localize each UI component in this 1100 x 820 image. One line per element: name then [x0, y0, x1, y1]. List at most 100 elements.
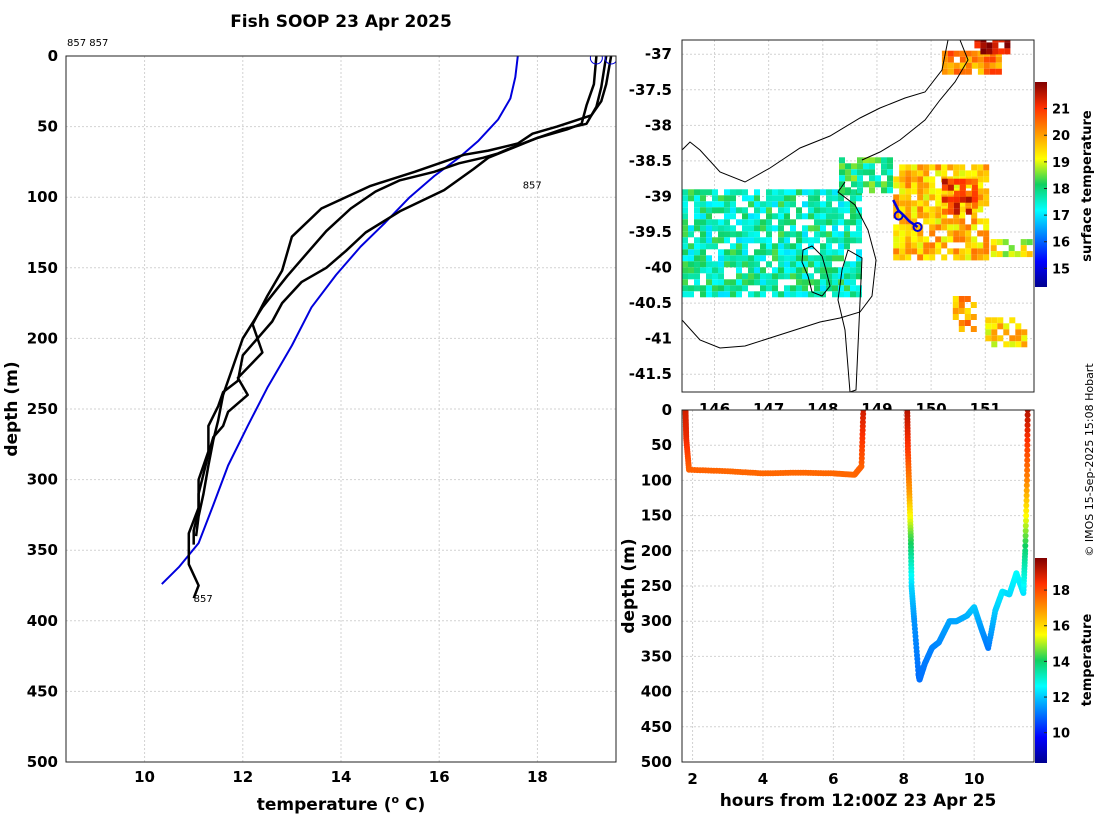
section-point: [1023, 492, 1030, 499]
map-sst-cell: [772, 213, 778, 220]
section-point: [1024, 417, 1031, 424]
map-sst-cell: [881, 163, 887, 170]
map-sst-cell: [923, 248, 930, 255]
section-point: [1022, 537, 1029, 544]
map-sst-cell: [682, 273, 688, 280]
map-sst-cell: [808, 291, 814, 298]
map-sst-cell: [772, 249, 778, 256]
map-sst-cell: [760, 267, 766, 274]
map-sst-cell: [965, 182, 972, 189]
map-sst-cell: [790, 267, 796, 274]
map-sst-cell: [730, 189, 736, 196]
section-colorbar-tick-label: 10: [1052, 727, 1070, 742]
section-colorbar-tick-label: 18: [1052, 584, 1070, 599]
map-sst-cell: [998, 48, 1005, 55]
map-sst-cell: [748, 255, 754, 262]
map-sst-cell: [712, 273, 718, 280]
section-colorbar-ticks: 10 12 14 16 18: [1044, 584, 1070, 742]
map-sst-cell: [772, 267, 778, 274]
map-sst-cell: [766, 189, 772, 196]
section-ytick-label: 0: [662, 401, 672, 419]
map-sst-cell: [971, 212, 978, 219]
map-sst-cell: [778, 207, 784, 214]
map-sst-cell: [857, 175, 863, 182]
map-sst-cell: [724, 201, 730, 208]
map-sst-cell: [682, 291, 688, 298]
map-sst-cell: [766, 237, 772, 244]
map-sst-cell: [964, 314, 971, 320]
map-sst-cell: [718, 207, 724, 214]
map-sst-cell: [760, 225, 766, 232]
map-sst-cell: [970, 314, 977, 320]
map-sst-cell: [911, 206, 918, 213]
map-sst-cell: [712, 279, 718, 286]
map-sst-cell: [700, 261, 706, 268]
map-sst-cell: [863, 157, 869, 164]
section-point: [1024, 477, 1030, 484]
map-sst-cell: [754, 213, 760, 220]
map-sst-cell: [844, 273, 850, 280]
map-sst-cell: [953, 236, 960, 243]
map-colorbar-label: surface temperature: [1080, 110, 1095, 262]
map-sst-cell: [748, 237, 754, 244]
map-sst-cell: [802, 285, 808, 292]
map-sst-cell: [832, 285, 838, 292]
map-sst-cell: [911, 182, 918, 189]
section-colorbar-tick-label: 16: [1052, 620, 1070, 635]
map-sst-cell: [881, 157, 887, 164]
section-point: [1024, 457, 1031, 464]
map-sst-cell: [997, 335, 1004, 342]
map-sst-cell: [941, 170, 948, 177]
map-sst-cell: [688, 261, 694, 268]
map-sst-cell: [844, 243, 850, 250]
map-sst-cell: [742, 195, 748, 202]
map-sst-cell: [718, 231, 724, 238]
section-point: [1023, 487, 1030, 494]
map-sst-cell: [700, 231, 706, 238]
map-sst-cell: [826, 243, 832, 250]
map-sst-cell: [992, 48, 999, 55]
profile-ytick-label: 450: [27, 682, 58, 700]
map-sst-cell: [796, 291, 802, 298]
map-sst-cell: [893, 224, 900, 231]
map-sst-cell: [760, 249, 766, 256]
map-sst-cell: [832, 225, 838, 232]
map-sst-cell: [712, 201, 718, 208]
map-sst-cell: [832, 189, 838, 196]
map-sst-cell: [971, 242, 978, 249]
map-sst-cell: [923, 164, 930, 171]
map-sst-cell: [971, 254, 978, 261]
map-sst-cell: [941, 196, 948, 203]
section-point: [1024, 452, 1031, 459]
map-sst-cell: [985, 335, 992, 342]
profile-frame: [65, 55, 617, 763]
map-sst-cell: [778, 189, 784, 196]
profile-ytick-label: 350: [27, 541, 58, 559]
map-ship-track: [892, 199, 923, 233]
map-sst-cell: [953, 202, 960, 209]
map-sst-cell: [917, 176, 924, 183]
map-sst-cell: [839, 169, 845, 176]
map-sst-cell: [952, 314, 959, 320]
map-sst-cell: [959, 62, 966, 69]
map-sst-cell: [893, 242, 900, 249]
map-sst-cell: [706, 225, 712, 232]
map-sst-cell: [832, 231, 838, 238]
profile-ytick-label: 150: [27, 259, 58, 277]
map-sst-cell: [682, 267, 688, 274]
map-sst-cell: [784, 195, 790, 202]
map-sst-cell: [706, 213, 712, 220]
map-sst-cell: [953, 224, 960, 231]
map-sst-cell: [796, 267, 802, 274]
map-sst-cell: [814, 285, 820, 292]
map-sst-cell: [980, 42, 987, 49]
map-station-marker: [912, 222, 923, 233]
map-sst-cell: [887, 163, 893, 170]
section-point: [1023, 482, 1030, 489]
map-sst-cell: [808, 279, 814, 286]
map-sst-cell: [923, 182, 930, 189]
map-sst-cell: [845, 175, 851, 182]
map-lat-tick-label: -37.5: [629, 81, 672, 99]
map-sst-cell: [826, 195, 832, 202]
map-sst-cell: [983, 242, 990, 249]
